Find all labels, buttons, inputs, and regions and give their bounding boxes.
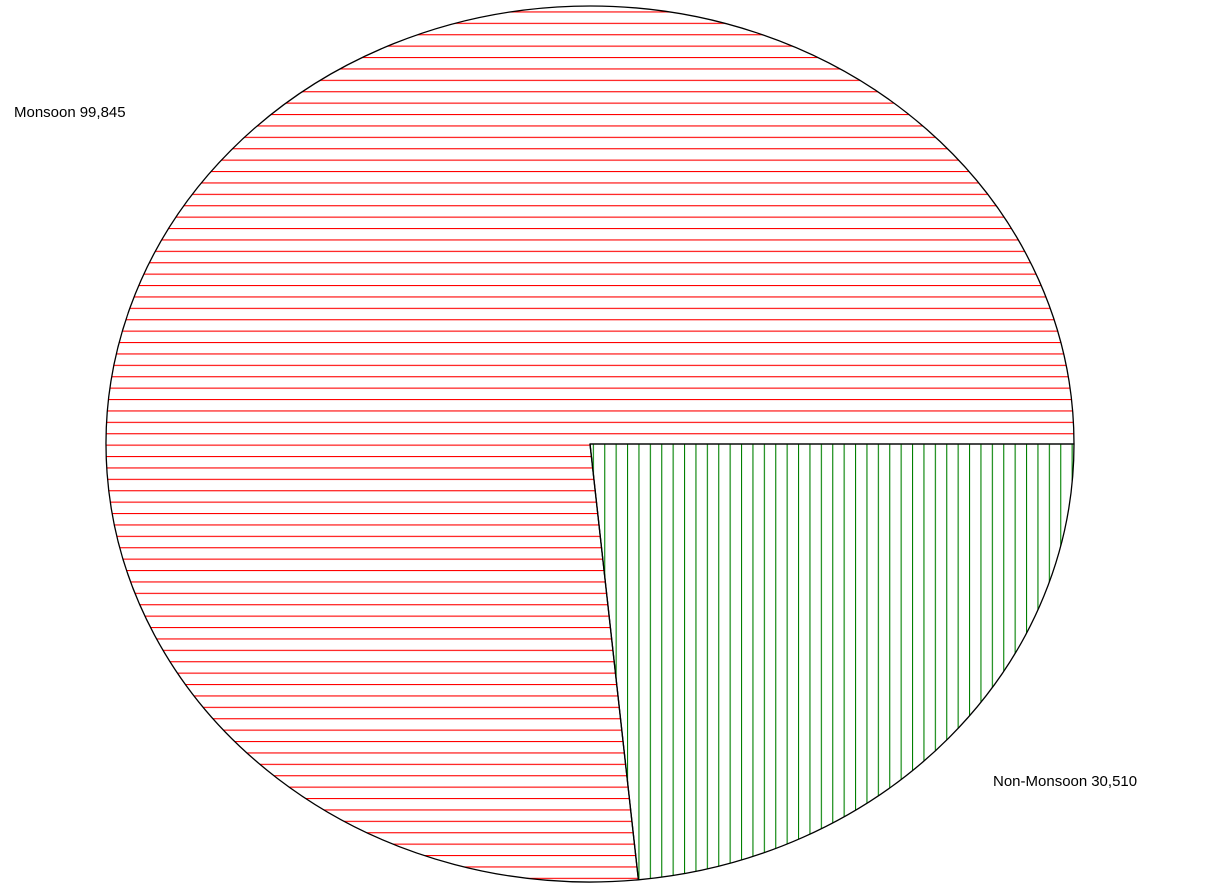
slice-label-non-monsoon-name: Non-Monsoon bbox=[993, 773, 1087, 790]
slice-label-monsoon-value: 99,845 bbox=[80, 104, 126, 121]
pie-slices bbox=[105, 5, 1075, 883]
pie-labels: Monsoon 99,845 Non-Monsoon 30,510 bbox=[14, 104, 1137, 790]
slice-label-non-monsoon: Non-Monsoon 30,510 bbox=[993, 773, 1137, 790]
slice-label-non-monsoon-value: 30,510 bbox=[1091, 773, 1137, 790]
slice-label-monsoon-name: Monsoon bbox=[14, 104, 76, 121]
pie-slice-non-monsoon bbox=[589, 443, 1075, 881]
slice-label-monsoon: Monsoon 99,845 bbox=[14, 104, 126, 121]
